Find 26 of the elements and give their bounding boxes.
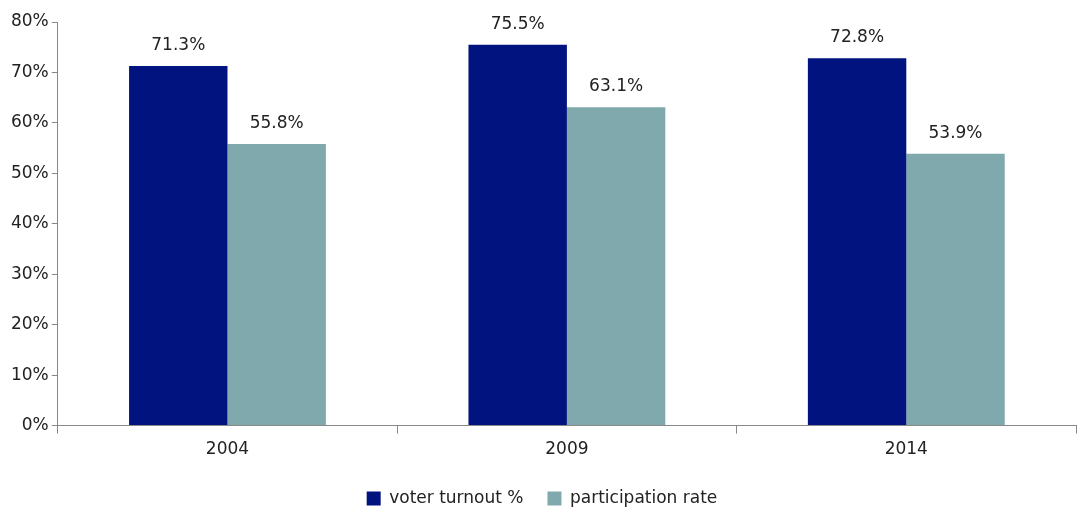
data-label: 53.9% <box>928 121 983 142</box>
y-tick-label: 70% <box>10 60 49 81</box>
data-label: 55.8% <box>249 112 304 133</box>
y-tick-label: 60% <box>10 111 49 132</box>
data-label: 63.1% <box>589 75 644 96</box>
y-tick-label: 40% <box>10 212 49 233</box>
data-label: 72.8% <box>830 26 885 47</box>
y-tick-label: 50% <box>10 161 49 182</box>
legend-label: voter turnout % <box>389 486 524 507</box>
x-tick-label: 2004 <box>205 438 250 459</box>
y-tick-label: 20% <box>10 313 49 334</box>
bar <box>807 58 907 426</box>
y-tick-label: 30% <box>10 262 49 283</box>
data-label: 75.5% <box>490 12 545 33</box>
y-tick-label: 10% <box>10 363 49 384</box>
data-label: 71.3% <box>151 33 206 54</box>
y-tick-label: 80% <box>10 10 49 31</box>
bar <box>129 65 228 426</box>
x-tick-label: 2014 <box>884 438 928 459</box>
bar <box>566 107 666 426</box>
bar <box>227 144 326 426</box>
y-tick-label: 0% <box>21 414 49 435</box>
x-tick-label: 2009 <box>545 438 589 459</box>
bar <box>468 44 567 426</box>
legend-label: participation rate <box>569 486 718 507</box>
bar <box>906 153 1005 426</box>
